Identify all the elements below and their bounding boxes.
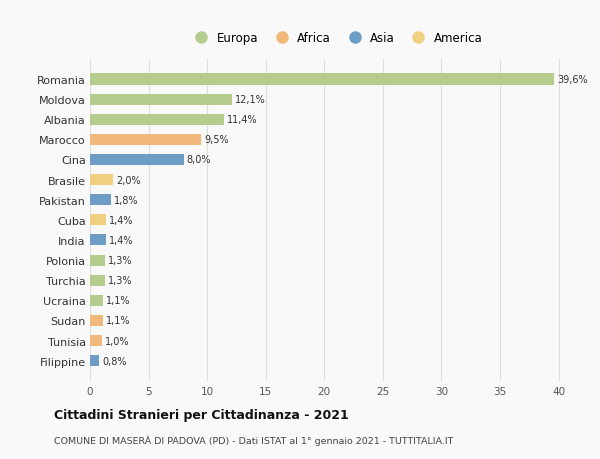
Text: 1,3%: 1,3% (108, 256, 133, 265)
Bar (90, 195, 111, 206)
Bar (90, 95, 232, 106)
Bar (90, 315, 103, 326)
Bar (90, 235, 106, 246)
Bar (90, 335, 102, 346)
Text: 2,0%: 2,0% (116, 175, 141, 185)
Text: 8,0%: 8,0% (187, 155, 211, 165)
Bar (90, 74, 554, 85)
Bar (90, 255, 105, 266)
Text: 0,8%: 0,8% (102, 356, 127, 366)
Legend: Europa, Africa, Asia, America: Europa, Africa, Asia, America (185, 27, 487, 50)
Bar (90, 275, 105, 286)
Text: 1,3%: 1,3% (108, 275, 133, 285)
Text: 1,0%: 1,0% (104, 336, 129, 346)
Text: Cittadini Stranieri per Cittadinanza - 2021: Cittadini Stranieri per Cittadinanza - 2… (54, 408, 349, 421)
Bar (90, 215, 106, 226)
Bar (90, 134, 201, 146)
Bar (90, 174, 113, 186)
Text: 1,8%: 1,8% (114, 195, 139, 205)
Text: 1,1%: 1,1% (106, 296, 130, 306)
Bar (90, 155, 184, 166)
Text: 12,1%: 12,1% (235, 95, 265, 105)
Text: 1,4%: 1,4% (109, 215, 134, 225)
Text: 39,6%: 39,6% (557, 75, 587, 85)
Text: 9,5%: 9,5% (204, 135, 229, 145)
Bar (90, 114, 224, 125)
Text: COMUNE DI MASERÀ DI PADOVA (PD) - Dati ISTAT al 1° gennaio 2021 - TUTTITALIA.IT: COMUNE DI MASERÀ DI PADOVA (PD) - Dati I… (54, 435, 454, 445)
Text: 1,4%: 1,4% (109, 235, 134, 246)
Text: 1,1%: 1,1% (106, 316, 130, 326)
Text: 11,4%: 11,4% (226, 115, 257, 125)
Bar (90, 355, 100, 366)
Bar (90, 295, 103, 306)
